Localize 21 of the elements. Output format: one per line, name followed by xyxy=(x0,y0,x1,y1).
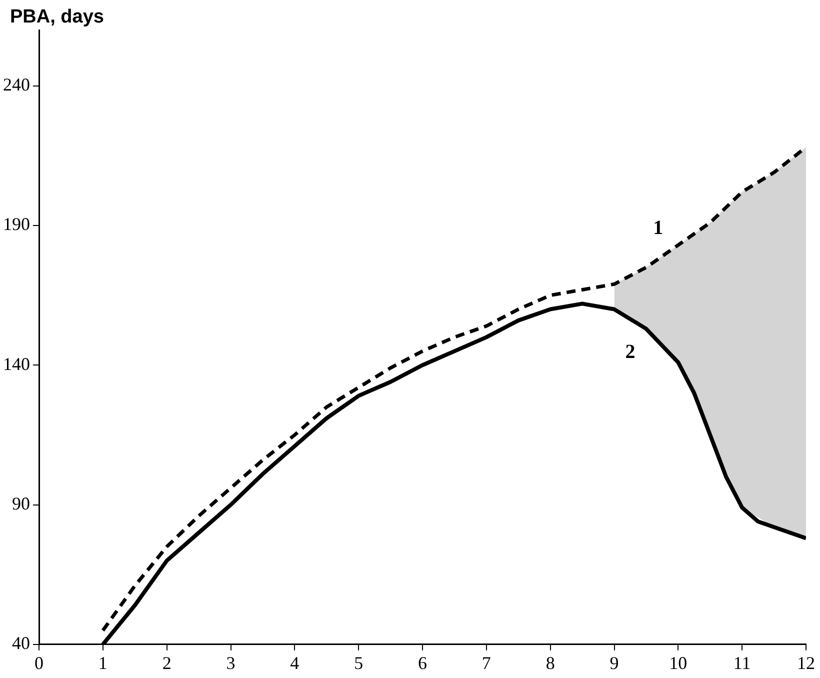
x-tick-label: 12 xyxy=(797,652,815,673)
x-tick-label: 8 xyxy=(546,652,555,673)
y-tick-label: 190 xyxy=(3,214,30,234)
x-tick-label: 10 xyxy=(669,652,688,673)
x-tick-label: 9 xyxy=(610,652,619,673)
y-tick-label: 90 xyxy=(12,494,30,514)
x-tick-label: 6 xyxy=(418,652,427,673)
x-tick-label: 7 xyxy=(482,652,491,673)
y-tick-label: 240 xyxy=(3,74,30,95)
series-label: 1 xyxy=(653,217,664,240)
series-label: 2 xyxy=(625,340,636,363)
x-tick-label: 4 xyxy=(290,652,300,673)
x-tick-label: 5 xyxy=(354,652,364,673)
y-axis-title: PBA, days xyxy=(10,6,104,28)
x-tick-label: 0 xyxy=(34,652,44,673)
x-tick-label: 2 xyxy=(162,652,172,673)
x-tick-label: 11 xyxy=(733,652,751,673)
y-tick-label: 140 xyxy=(3,354,30,374)
x-tick-label: 3 xyxy=(226,652,236,673)
x-tick-label: 1 xyxy=(98,652,108,673)
y-tick-label: 40 xyxy=(12,633,30,654)
